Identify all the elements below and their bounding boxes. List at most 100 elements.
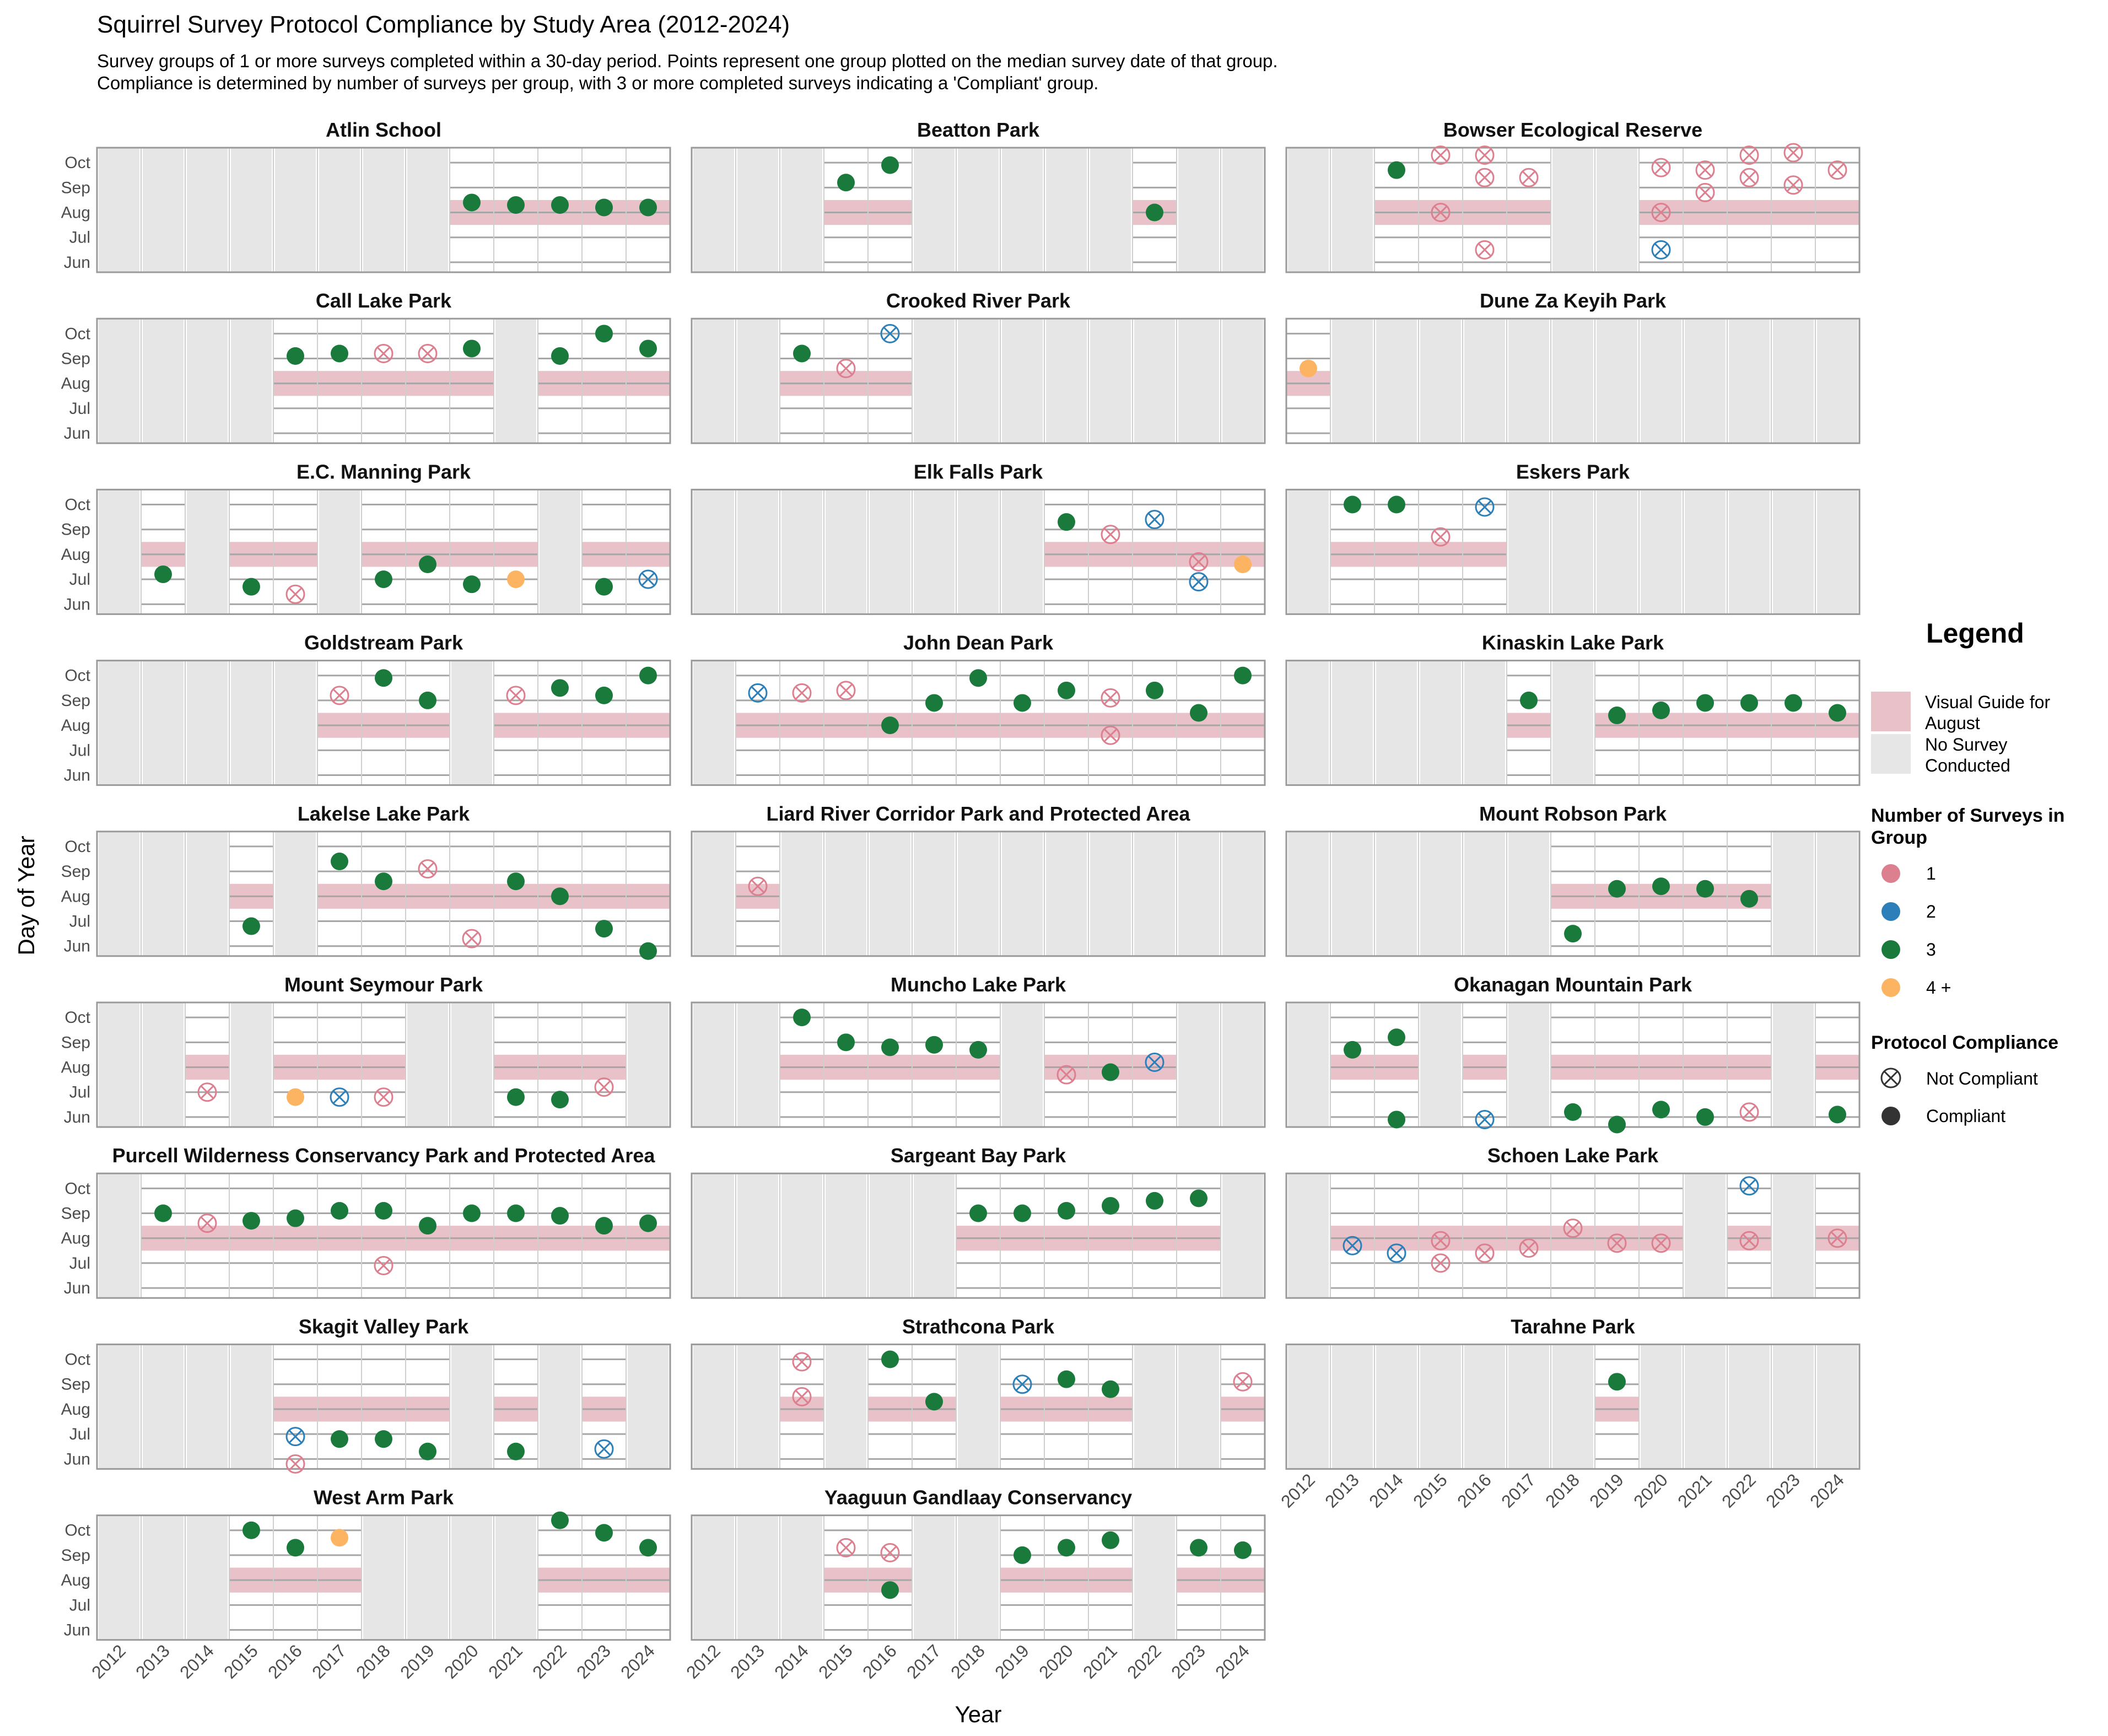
point-ring	[1475, 1243, 1495, 1263]
data-point-not-compliant	[1695, 160, 1715, 180]
data-point-not-compliant	[594, 1077, 614, 1097]
no-survey-column	[1332, 1344, 1373, 1469]
point-cross	[332, 1090, 347, 1104]
data-point-compliant	[551, 196, 569, 214]
panel-border	[96, 660, 671, 786]
data-point-compliant	[1564, 925, 1582, 943]
data-point-not-compliant	[1475, 240, 1495, 260]
no-survey-column	[99, 319, 139, 444]
y-tick-label: Oct	[64, 667, 90, 685]
data-point-compliant	[1608, 707, 1626, 725]
point-cross	[288, 1430, 303, 1443]
no-survey-column	[143, 660, 184, 785]
data-point-not-compliant	[1343, 1236, 1362, 1255]
no-survey-column	[693, 660, 734, 785]
point-cross	[1103, 691, 1118, 705]
data-point-not-compliant	[1145, 1052, 1164, 1072]
panel-border	[691, 1001, 1266, 1128]
no-survey-column	[1222, 1173, 1263, 1298]
x-axis-title: Year	[955, 1701, 1002, 1727]
data-point-compliant	[881, 156, 899, 174]
point-ring	[1056, 1065, 1076, 1085]
data-point-compliant	[551, 1207, 569, 1225]
data-point-not-compliant	[197, 1082, 217, 1102]
no-survey-column	[1597, 319, 1637, 444]
point-ring	[285, 1427, 305, 1447]
no-survey-column	[143, 319, 184, 444]
x-tick-label: 2019	[396, 1641, 438, 1683]
point-cross	[1478, 148, 1492, 162]
point-cross	[1015, 1377, 1029, 1391]
no-survey-column	[1332, 660, 1373, 785]
data-point-compliant	[1652, 877, 1670, 896]
point-cross	[1654, 1236, 1668, 1250]
data-point-not-compliant	[1563, 1219, 1583, 1238]
x-tick-label: 2024	[617, 1641, 659, 1683]
data-point-not-compliant	[1012, 1374, 1032, 1394]
facet-panel: Bowser Ecological Reserve	[1285, 118, 1861, 273]
no-survey-column	[451, 1002, 492, 1127]
facet-panel: West Arm Park Oct Sep Aug Jul Jun	[61, 1486, 671, 1641]
no-survey-column	[143, 1344, 184, 1469]
legend-august-label: Visual Guide for August	[1925, 692, 2051, 733]
no-survey-column	[231, 319, 272, 444]
legend-count-1-dot	[1881, 864, 1900, 883]
y-tick-label: Jun	[64, 1108, 90, 1126]
no-survey-column	[1685, 1173, 1726, 1298]
panel-title: Goldstream Park	[304, 632, 463, 654]
data-point-compliant	[463, 193, 481, 212]
no-survey-column	[143, 1002, 184, 1127]
point-cross	[1192, 575, 1206, 589]
no-survey-column	[1178, 1002, 1219, 1127]
data-point-compliant	[242, 917, 260, 935]
point-ring	[1475, 145, 1495, 165]
point-ring	[836, 1538, 856, 1557]
data-point-compliant	[463, 1204, 481, 1222]
point-ring	[594, 1077, 614, 1097]
point-cross	[288, 587, 303, 601]
facet-panel: Schoen Lake Park	[1285, 1144, 1861, 1299]
no-survey-column	[1288, 148, 1329, 272]
data-point-compliant	[1520, 691, 1538, 709]
data-point-compliant	[331, 1202, 348, 1220]
point-cross	[751, 880, 765, 893]
point-cross	[1236, 1375, 1250, 1389]
facet-panel: Strathcona Park	[691, 1315, 1266, 1470]
no-survey-column	[1552, 1344, 1593, 1469]
legend-count-3-label: 3	[1926, 940, 1936, 959]
no-survey-column	[693, 319, 734, 444]
data-point-not-compliant	[1783, 175, 1803, 195]
data-point-not-compliant	[1739, 1102, 1759, 1122]
facet-panel: Mount Robson Park	[1285, 802, 1861, 957]
data-point-not-compliant	[374, 1087, 393, 1107]
data-point-compliant	[925, 1036, 943, 1054]
legend-count-1-label: 1	[1926, 864, 1936, 883]
no-survey-column	[737, 1173, 778, 1298]
data-point-compliant	[969, 1040, 987, 1059]
no-survey-column	[1288, 1173, 1329, 1298]
point-cross	[1389, 1246, 1404, 1260]
no-survey-column	[1464, 319, 1505, 444]
no-survey-column	[1288, 831, 1329, 956]
data-point-compliant	[507, 570, 525, 589]
x-tick-label: 2024	[1211, 1641, 1253, 1683]
point-cross	[1830, 1231, 1845, 1245]
x-tick-label: 2012	[1277, 1470, 1319, 1512]
data-point-not-compliant	[1475, 168, 1495, 187]
facet-panel: Goldstream Park Oct Sep Aug Jul Jun	[61, 632, 671, 786]
data-point-compliant	[595, 1524, 613, 1542]
point-cross	[883, 1546, 897, 1560]
data-point-compliant	[1784, 694, 1802, 712]
y-tick-label: Aug	[61, 887, 90, 905]
point-cross	[1742, 1105, 1756, 1119]
no-survey-column	[1685, 1344, 1726, 1469]
no-survey-column	[870, 1173, 910, 1298]
y-tick-label: Jun	[64, 937, 90, 956]
no-survey-column	[1773, 319, 1814, 444]
no-survey-column	[99, 1515, 139, 1640]
point-ring	[1519, 1238, 1539, 1258]
point-ring	[792, 1387, 812, 1406]
data-point-compliant	[331, 1430, 348, 1448]
point-ring	[330, 686, 349, 705]
y-tick-label: Jul	[69, 400, 90, 418]
